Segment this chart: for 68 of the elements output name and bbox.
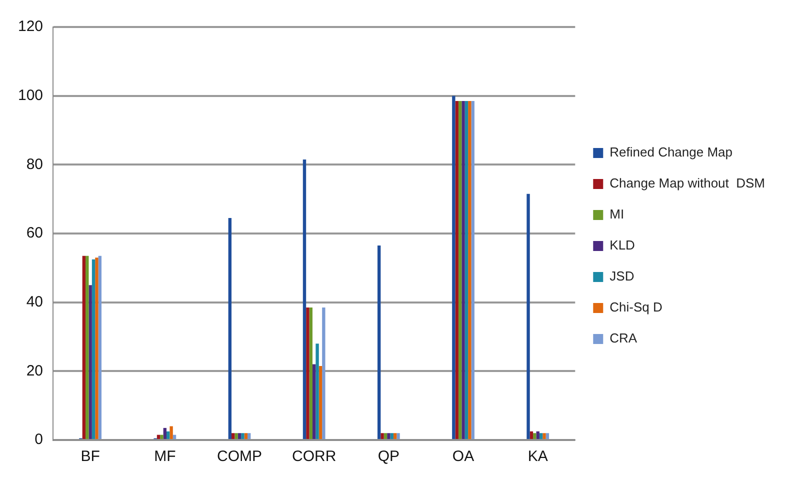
bar (156, 434, 160, 439)
bar (458, 100, 462, 439)
bar (396, 433, 400, 439)
legend-label: JSD (610, 268, 634, 284)
bar (526, 194, 530, 439)
bar (462, 100, 465, 439)
bar (536, 431, 540, 439)
y-tick-label: 120 (18, 18, 44, 36)
y-tick-label: 80 (26, 156, 44, 173)
y-tick-label: 0 (34, 431, 44, 448)
bar (377, 246, 381, 439)
bar (312, 364, 316, 439)
bar (302, 160, 306, 439)
bar (232, 433, 235, 439)
bar (163, 428, 167, 439)
bar (390, 433, 394, 439)
x-tick-label: QP (378, 448, 400, 466)
bar (468, 100, 472, 439)
bar (464, 100, 468, 439)
legend-label: MI (610, 206, 624, 222)
bar (238, 433, 242, 439)
bar (393, 433, 397, 439)
bar (241, 433, 244, 439)
bar (88, 285, 92, 439)
bar (387, 433, 390, 439)
bar (542, 433, 546, 439)
bar (172, 434, 176, 439)
bar (316, 344, 319, 439)
bar (306, 307, 310, 439)
bar (166, 431, 170, 439)
bar (92, 259, 96, 439)
bar (309, 307, 312, 439)
bar (530, 431, 534, 439)
bar (533, 433, 536, 439)
x-tick-label: KA (528, 448, 548, 466)
x-tick-label: MF (154, 448, 176, 466)
y-tick-label: 60 (26, 224, 44, 242)
bar (98, 256, 102, 439)
bar (539, 433, 543, 439)
legend-label: Change Map without DSM (610, 176, 766, 191)
bar (82, 256, 86, 439)
bar (452, 96, 456, 439)
bar (455, 100, 458, 439)
bar (160, 434, 164, 439)
bar (318, 366, 322, 439)
bar (384, 433, 388, 439)
bar (95, 258, 98, 439)
bar (234, 433, 238, 439)
bar (244, 433, 248, 439)
bar (380, 433, 384, 439)
y-tick-label: 100 (18, 86, 44, 104)
legend-label: Chi-Sq D (610, 300, 662, 315)
bar (247, 433, 251, 439)
bar (228, 218, 232, 439)
bar (546, 433, 550, 439)
bar (471, 100, 474, 439)
y-tick-label: 40 (26, 293, 44, 310)
legend-label: Refined Change Map (610, 144, 733, 160)
x-tick-label: BF (80, 448, 100, 466)
x-tick-label: COMP (217, 448, 262, 466)
legend-label: KLD (610, 238, 635, 253)
y-tick-label: 20 (26, 362, 44, 380)
x-tick-label: CORR (292, 448, 336, 466)
legend-label: CRA (610, 330, 638, 346)
x-tick-label: OA (452, 448, 474, 466)
bar (322, 307, 326, 439)
bar (86, 256, 89, 439)
bar (170, 426, 173, 439)
